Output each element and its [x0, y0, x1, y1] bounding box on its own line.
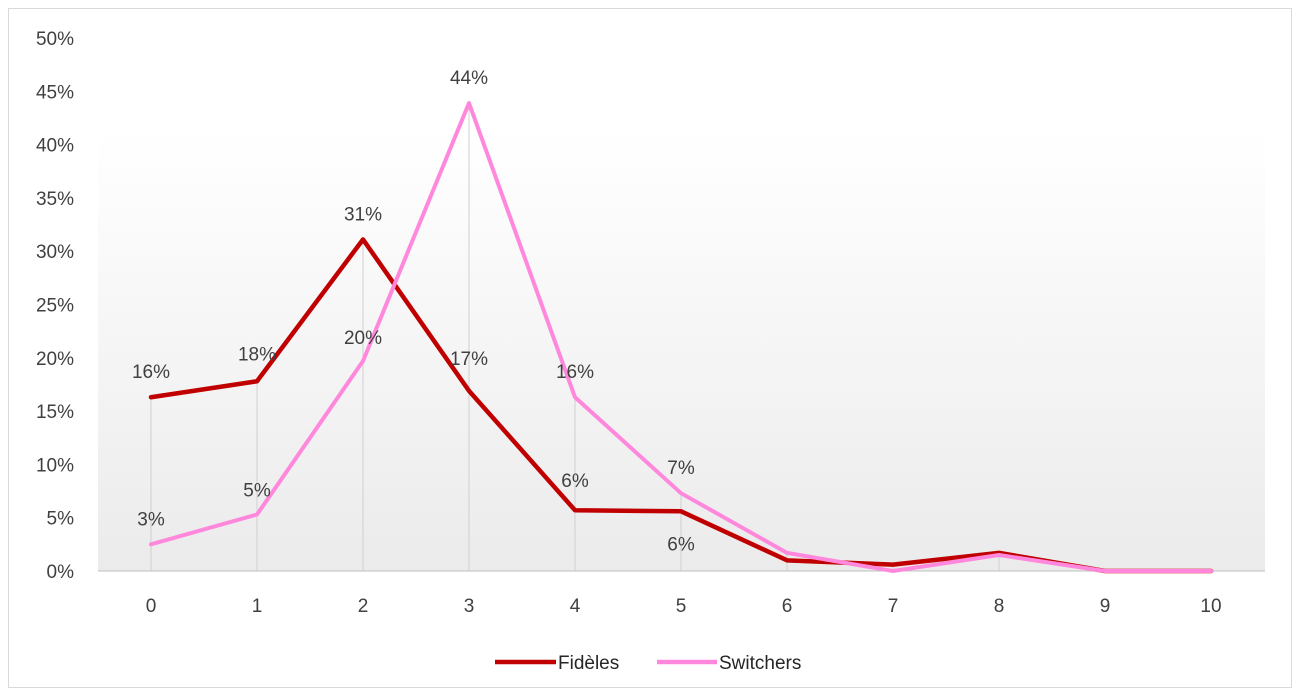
- y-tick-label: 30%: [36, 242, 74, 263]
- legend-label: Switchers: [719, 653, 801, 674]
- y-tick-label: 0%: [47, 562, 75, 583]
- x-axis-ticks: 0 1 2 3 4 5 6 7 8 9 10: [146, 596, 1222, 617]
- y-tick-label: 20%: [36, 349, 74, 370]
- x-tick-label: 5: [676, 596, 687, 617]
- x-tick-label: 0: [146, 596, 157, 617]
- y-tick-label: 40%: [36, 136, 74, 157]
- series-line-switchers: [149, 101, 1213, 573]
- series-lines: [148, 101, 1214, 574]
- data-label: 16%: [556, 362, 594, 383]
- legend-label: Fidèles: [558, 653, 619, 674]
- y-tick-label: 35%: [36, 189, 74, 210]
- x-tick-label: 10: [1200, 596, 1221, 617]
- data-label: 5%: [243, 481, 271, 502]
- legend: Fidèles Switchers: [495, 653, 801, 674]
- x-tick-label: 6: [782, 596, 793, 617]
- x-tick-label: 4: [570, 596, 581, 617]
- y-tick-label: 5%: [47, 509, 75, 530]
- x-tick-label: 3: [464, 596, 475, 617]
- data-label: 6%: [561, 471, 589, 492]
- x-tick-label: 7: [888, 596, 899, 617]
- x-tick-label: 8: [994, 596, 1005, 617]
- data-label: 44%: [450, 68, 488, 89]
- data-labels: 16% 18% 31% 17% 6% 6% 3% 5% 20% 44% 16% 7%: [132, 68, 695, 555]
- y-tick-label: 15%: [36, 402, 74, 423]
- y-tick-label: 50%: [36, 29, 74, 50]
- data-label: 31%: [344, 204, 382, 225]
- x-tick-label: 1: [252, 596, 263, 617]
- data-label: 3%: [137, 509, 165, 530]
- x-tick-label: 2: [358, 596, 369, 617]
- data-label: 18%: [238, 344, 276, 365]
- y-tick-label: 10%: [36, 455, 74, 476]
- data-label: 7%: [667, 458, 695, 479]
- x-tick-label: 9: [1100, 596, 1111, 617]
- y-tick-label: 25%: [36, 296, 74, 317]
- y-tick-label: 45%: [36, 82, 74, 103]
- y-axis-ticks: 0% 5% 10% 15% 20% 25% 30% 35% 40% 45% 50%: [36, 29, 74, 583]
- data-label: 6%: [667, 534, 695, 555]
- data-label: 20%: [344, 328, 382, 349]
- data-label: 17%: [450, 349, 488, 370]
- data-label: 16%: [132, 362, 170, 383]
